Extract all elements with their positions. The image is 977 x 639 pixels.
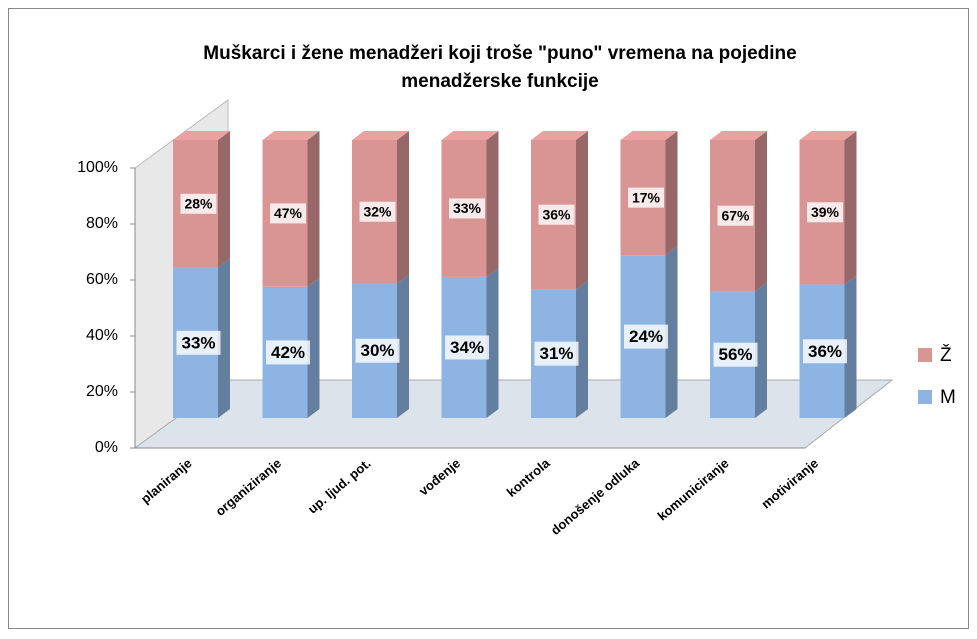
- data-label: 31%: [539, 344, 573, 363]
- data-label-box: [359, 201, 396, 222]
- bar-side: [665, 131, 678, 256]
- bar-top: [173, 131, 230, 140]
- chart-title: Muškarci i žene menadžeri koji troše "pu…: [203, 43, 797, 92]
- data-label-box: [628, 187, 664, 208]
- data-label-box: [270, 203, 306, 224]
- bar-top: [710, 131, 767, 140]
- data-label: 17%: [632, 189, 661, 205]
- bar-side: [844, 275, 857, 418]
- data-label-box: [538, 204, 575, 225]
- data-label: 33%: [453, 200, 482, 216]
- data-label: 33%: [181, 333, 215, 352]
- bar-top: [531, 131, 588, 140]
- y-tick-label: 40%: [86, 327, 118, 344]
- data-label-box: [807, 202, 843, 223]
- data-label-box: [355, 338, 400, 363]
- data-label-box: [624, 324, 668, 349]
- y-tick-label: 20%: [86, 383, 118, 400]
- data-label-box: [717, 205, 754, 226]
- bar-top: [620, 131, 678, 140]
- data-label-box: [180, 193, 217, 214]
- bar-side: [755, 282, 767, 418]
- data-label-box: [266, 340, 310, 365]
- y-tick-label: 100%: [77, 159, 118, 176]
- data-label: 39%: [811, 204, 840, 220]
- bar-side: [397, 274, 409, 418]
- bar-side: [576, 280, 588, 418]
- legend-label: M: [940, 387, 956, 408]
- data-label: 42%: [271, 343, 305, 362]
- data-label: 32%: [363, 203, 392, 219]
- data-label: 34%: [450, 338, 484, 357]
- bar-side: [486, 131, 499, 277]
- bar-side: [218, 258, 230, 418]
- data-label-box: [713, 342, 758, 367]
- bar-side: [576, 131, 588, 290]
- bar-top: [799, 131, 857, 140]
- data-label: 67%: [721, 207, 750, 223]
- legend-swatch: [918, 348, 932, 362]
- legend-label: Ž: [940, 344, 952, 366]
- bar-top: [352, 131, 409, 140]
- bar-top: [262, 131, 320, 140]
- floor: [133, 379, 894, 449]
- bar-side: [665, 246, 678, 418]
- bar-side: [307, 131, 320, 287]
- data-label-box: [176, 330, 221, 355]
- data-label-box: [445, 335, 489, 360]
- legend-swatch: [918, 390, 932, 404]
- bar-top: [441, 131, 499, 140]
- bar-side: [218, 131, 230, 268]
- data-label: 56%: [718, 345, 752, 364]
- data-label: 28%: [184, 196, 213, 212]
- bar-side: [755, 131, 767, 292]
- data-label: 30%: [360, 341, 394, 360]
- data-label-box: [449, 198, 485, 219]
- data-label-box: [534, 341, 579, 366]
- bar-side: [844, 131, 857, 285]
- bar-side: [397, 131, 409, 284]
- bar-side: [486, 267, 499, 418]
- y-tick-label: 0%: [95, 439, 118, 456]
- y-tick-label: 60%: [86, 271, 118, 288]
- bar-side: [307, 277, 320, 418]
- y-tick-label: 80%: [86, 215, 118, 232]
- data-label-box: [803, 339, 847, 364]
- data-label: 36%: [542, 206, 571, 222]
- data-label: 36%: [808, 342, 842, 361]
- data-label: 24%: [629, 327, 663, 346]
- data-label: 47%: [274, 205, 303, 221]
